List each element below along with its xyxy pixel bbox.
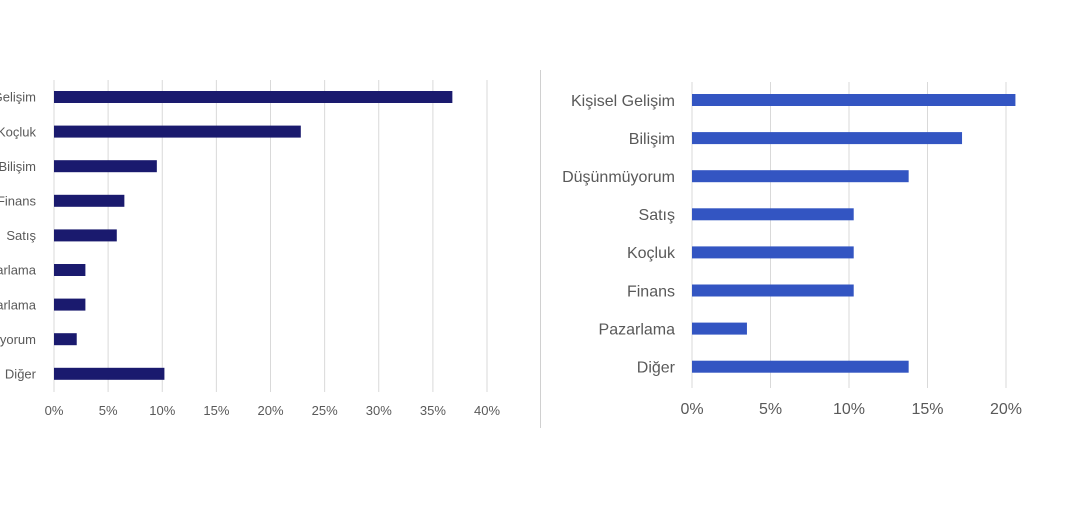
- left-category-label: yorum: [0, 332, 36, 347]
- left-x-tick-label: 40%: [474, 403, 500, 418]
- right-bar: [692, 132, 963, 145]
- right-category-label: Bilişim: [629, 131, 675, 148]
- left-bar-chart: 0% 5% 10% 15% 20% 25% 30% 35% 40% Gelişim Koçluk Bi…: [0, 80, 501, 418]
- left-category-label: arlama: [0, 263, 37, 278]
- right-category-label: Düşünmüyorum: [562, 169, 675, 186]
- right-x-tick-labels: 0% 5% 10% 15% 20%: [680, 401, 1022, 418]
- left-bar: [54, 125, 301, 138]
- left-category-labels: Gelişim Koçluk Bilişim Finans Satış arlama arl…: [0, 90, 37, 382]
- left-category-label: Finans: [0, 193, 36, 208]
- right-bars: [692, 94, 1016, 373]
- right-x-tick-label: 20%: [990, 401, 1022, 418]
- left-x-tick-label: 30%: [366, 403, 392, 418]
- right-bar: [692, 322, 747, 335]
- left-bar: [54, 194, 125, 207]
- left-x-tick-label: 0%: [45, 403, 64, 418]
- right-bar: [692, 246, 854, 259]
- left-x-tick-label: 15%: [203, 403, 229, 418]
- left-x-tick-label: 5%: [99, 403, 118, 418]
- left-category-label: Diğer: [5, 366, 37, 381]
- left-bar: [54, 229, 117, 242]
- left-category-label: Koçluk: [0, 124, 36, 139]
- right-category-label: Satış: [639, 207, 675, 224]
- left-category-label: Satış: [6, 228, 36, 243]
- right-bar-chart: 0% 5% 10% 15% 20% Kişisel Gelişim Bilişim Düşün…: [562, 82, 1022, 418]
- right-category-label: Finans: [627, 283, 675, 300]
- right-x-tick-label: 5%: [759, 401, 782, 418]
- left-category-label: Gelişim: [0, 90, 36, 105]
- right-category-label: Kişisel Gelişim: [571, 93, 675, 110]
- left-x-tick-label: 10%: [149, 403, 175, 418]
- right-bar: [692, 284, 854, 297]
- right-x-tick-label: 10%: [833, 401, 865, 418]
- left-bar: [54, 264, 86, 276]
- left-category-label: Bilişim: [0, 159, 36, 174]
- right-category-label: Diğer: [637, 359, 676, 376]
- left-x-tick-labels: 0% 5% 10% 15% 20% 25% 30% 35% 40%: [45, 403, 501, 418]
- right-bar: [692, 360, 909, 373]
- right-bar: [692, 94, 1016, 106]
- left-bar: [54, 160, 157, 173]
- right-bar: [692, 208, 854, 221]
- right-category-labels: Kişisel Gelişim Bilişim Düşünmüyorum Satış K…: [562, 93, 676, 377]
- left-x-tick-label: 20%: [257, 403, 283, 418]
- left-bar: [54, 333, 77, 346]
- right-category-label: Koçluk: [627, 245, 676, 262]
- left-x-tick-label: 35%: [420, 403, 446, 418]
- right-gridlines: [691, 82, 1007, 388]
- left-x-tick-label: 25%: [312, 403, 338, 418]
- right-x-tick-label: 0%: [680, 401, 703, 418]
- right-x-tick-label: 15%: [911, 401, 943, 418]
- left-bar: [54, 367, 165, 380]
- left-bar: [54, 298, 86, 311]
- left-bars: [54, 91, 453, 380]
- right-category-label: Pazarlama: [599, 321, 676, 338]
- left-category-label: arlama: [0, 297, 37, 312]
- right-bar: [692, 170, 909, 183]
- chart-divider: [540, 70, 541, 428]
- left-bar: [54, 91, 453, 103]
